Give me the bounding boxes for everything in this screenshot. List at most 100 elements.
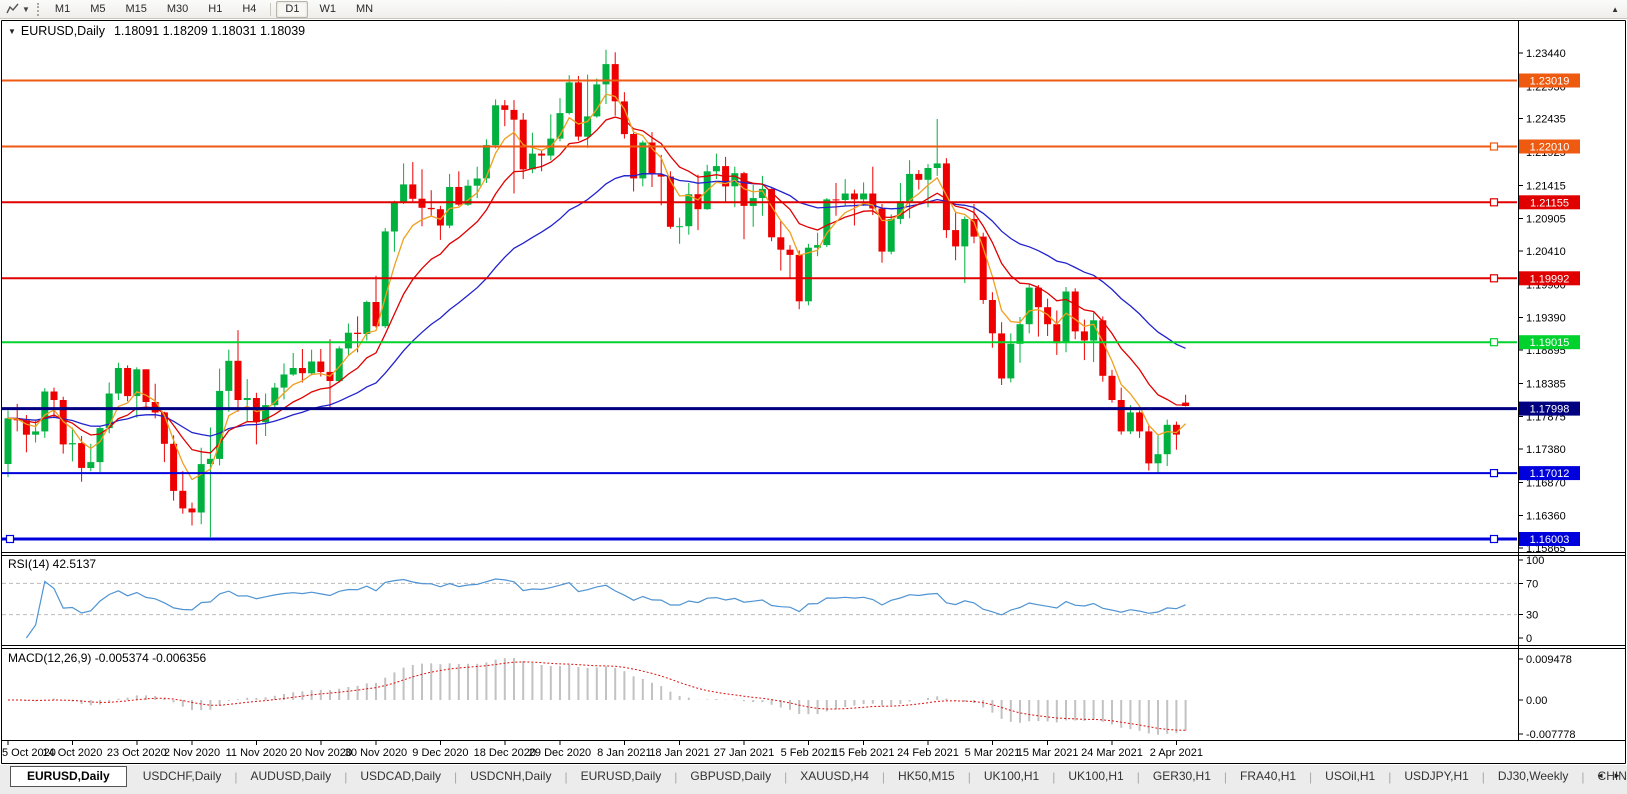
chart-tab[interactable]: GBPUSD,Daily [690,769,772,783]
line-handle[interactable] [1489,198,1499,207]
date-label: 5 Mar 2021 [965,747,1021,759]
chart-menu-icon[interactable]: ▼ [8,27,16,36]
tab-separator: | [674,769,678,784]
rsi-line [25,578,1186,639]
date-label: 27 Jan 2021 [714,747,775,759]
moving-average-5-line [7,93,1187,481]
price-tick-label: 1.16360 [1526,511,1566,523]
price-badge-label: 1.19015 [1530,337,1570,349]
price-badge-label: 1.22010 [1530,142,1570,154]
chart-tab[interactable]: CHINA300,H1 [1597,769,1627,783]
chart-tab[interactable]: XAUUSD,H4 [800,769,869,783]
price-badge-label: 1.19992 [1530,273,1570,285]
chart-tab[interactable]: UK100,H1 [983,769,1040,783]
chart-tab[interactable]: EURUSD,Daily [10,766,127,787]
line-handle[interactable] [1489,534,1499,544]
rsi-tick-label: 30 [1526,610,1538,622]
date-label: 8 Jan 2021 [597,747,651,759]
timeframe-button-w1[interactable]: W1 [319,2,336,15]
tab-separator: | [564,769,568,784]
rsi-indicator-label: RSI(14) 42.5137 [8,557,97,571]
rsi-tick-label: 70 [1526,578,1538,590]
date-label: 15 Mar 2021 [1017,747,1079,759]
price-badge [1519,401,1580,416]
macd-tick-label: -0.007778 [1526,729,1576,741]
date-label: 24 Feb 2021 [897,747,959,759]
chart-tab[interactable]: AUDUSD,Daily [250,769,332,783]
tab-separator: | [784,769,788,784]
chart-tab[interactable]: FRA40,H1 [1240,769,1297,783]
chart-tab[interactable]: USDCAD,Daily [360,769,441,783]
price-tick-label: 1.16870 [1526,477,1566,489]
date-label: 5 Oct 2020 [2,747,56,759]
candlestick-series [4,49,1190,538]
timeframe-button-m30[interactable]: M30 [166,2,189,15]
price-badge-label: 1.17998 [1530,404,1570,416]
moving-average-12-line [7,116,1186,454]
chevron-down-icon[interactable]: ▼ [22,4,30,14]
chart-tab[interactable]: USOil,H1 [1325,769,1376,783]
tab-scroll-right-button[interactable]: ► [1613,771,1621,780]
line-handle[interactable] [1489,338,1499,347]
tab-separator: | [1136,769,1140,784]
tab-separator: | [1481,769,1485,784]
line-handle[interactable] [5,534,15,544]
price-tick-label: 1.17380 [1526,444,1566,456]
price-tick-label: 1.20410 [1526,246,1566,258]
timeframe-button-h1[interactable]: H1 [208,2,223,15]
price-tick-label: 1.22435 [1526,114,1566,126]
date-label: 14 Oct 2020 [42,747,102,759]
date-label: 9 Dec 2020 [412,747,468,759]
price-badge-label: 1.21155 [1530,197,1569,209]
date-label: 2 Nov 2020 [164,747,220,759]
timeframe-button-h4[interactable]: H4 [242,2,257,15]
date-label: 20 Nov 2020 [290,747,352,759]
price-badge [1519,335,1580,350]
chart-tab[interactable]: GER30,H1 [1152,769,1211,783]
price-badge-label: 1.16003 [1530,534,1570,546]
chart-tab[interactable]: EURUSD,Daily [580,769,662,783]
date-label: 15 Feb 2021 [833,747,895,759]
toolbar-grip[interactable] [36,2,39,16]
date-label: 30 Nov 2020 [345,747,407,759]
line-handle[interactable] [1489,274,1499,283]
chart-tab[interactable]: USDCHF,Daily [142,769,222,783]
chart-tab[interactable]: UK100,H1 [1068,769,1124,783]
macd-indicator-label: MACD(12,26,9) -0.005374 -0.006356 [8,651,207,665]
price-badge [1519,139,1580,154]
date-label: 18 Jan 2021 [649,747,710,759]
rsi-tick-label: 100 [1526,555,1544,567]
timeframe-button-mn[interactable]: MN [355,2,374,15]
date-label: 23 Oct 2020 [107,747,167,759]
timeframe-button-d1[interactable]: D1 [276,0,309,18]
timeframe-button-m5[interactable]: M5 [90,2,106,15]
price-badge [1519,466,1580,481]
price-tick-label: 1.23440 [1526,48,1566,60]
chart-tab[interactable]: USDCNH,Daily [470,769,552,783]
tab-separator: | [1581,769,1585,784]
macd-histogram [16,658,1187,735]
toolbar-overflow-button[interactable]: ▲ [1611,4,1619,14]
price-tick-label: 1.20905 [1526,214,1566,226]
chart-tab[interactable]: USDJPY,H1 [1404,769,1469,783]
tab-separator: | [881,769,886,784]
price-badge [1519,532,1580,546]
date-label: 2 Apr 2021 [1150,747,1203,759]
chart-symbol-period: EURUSD,Daily [20,24,105,38]
timeframe-button-m1[interactable]: M1 [54,2,71,15]
line-handle[interactable] [1489,142,1499,151]
cursor-tool-icon[interactable] [4,2,22,17]
timeframe-button-m15[interactable]: M15 [125,2,147,15]
chart-tab[interactable]: DJ30,Weekly [1497,769,1569,783]
price-badge [1519,73,1580,88]
macd-tick-label: 0.009478 [1526,654,1572,666]
tab-separator: | [1052,769,1056,784]
line-handle[interactable] [1489,469,1499,478]
date-label: 18 Dec 2020 [474,747,536,759]
tab-separator: | [1223,769,1228,784]
price-badge [1519,195,1580,210]
date-label: 11 Nov 2020 [226,747,288,759]
chart-tab[interactable]: HK50,M15 [898,769,955,783]
tab-scroll-left-button[interactable]: ◄ [1596,771,1605,780]
